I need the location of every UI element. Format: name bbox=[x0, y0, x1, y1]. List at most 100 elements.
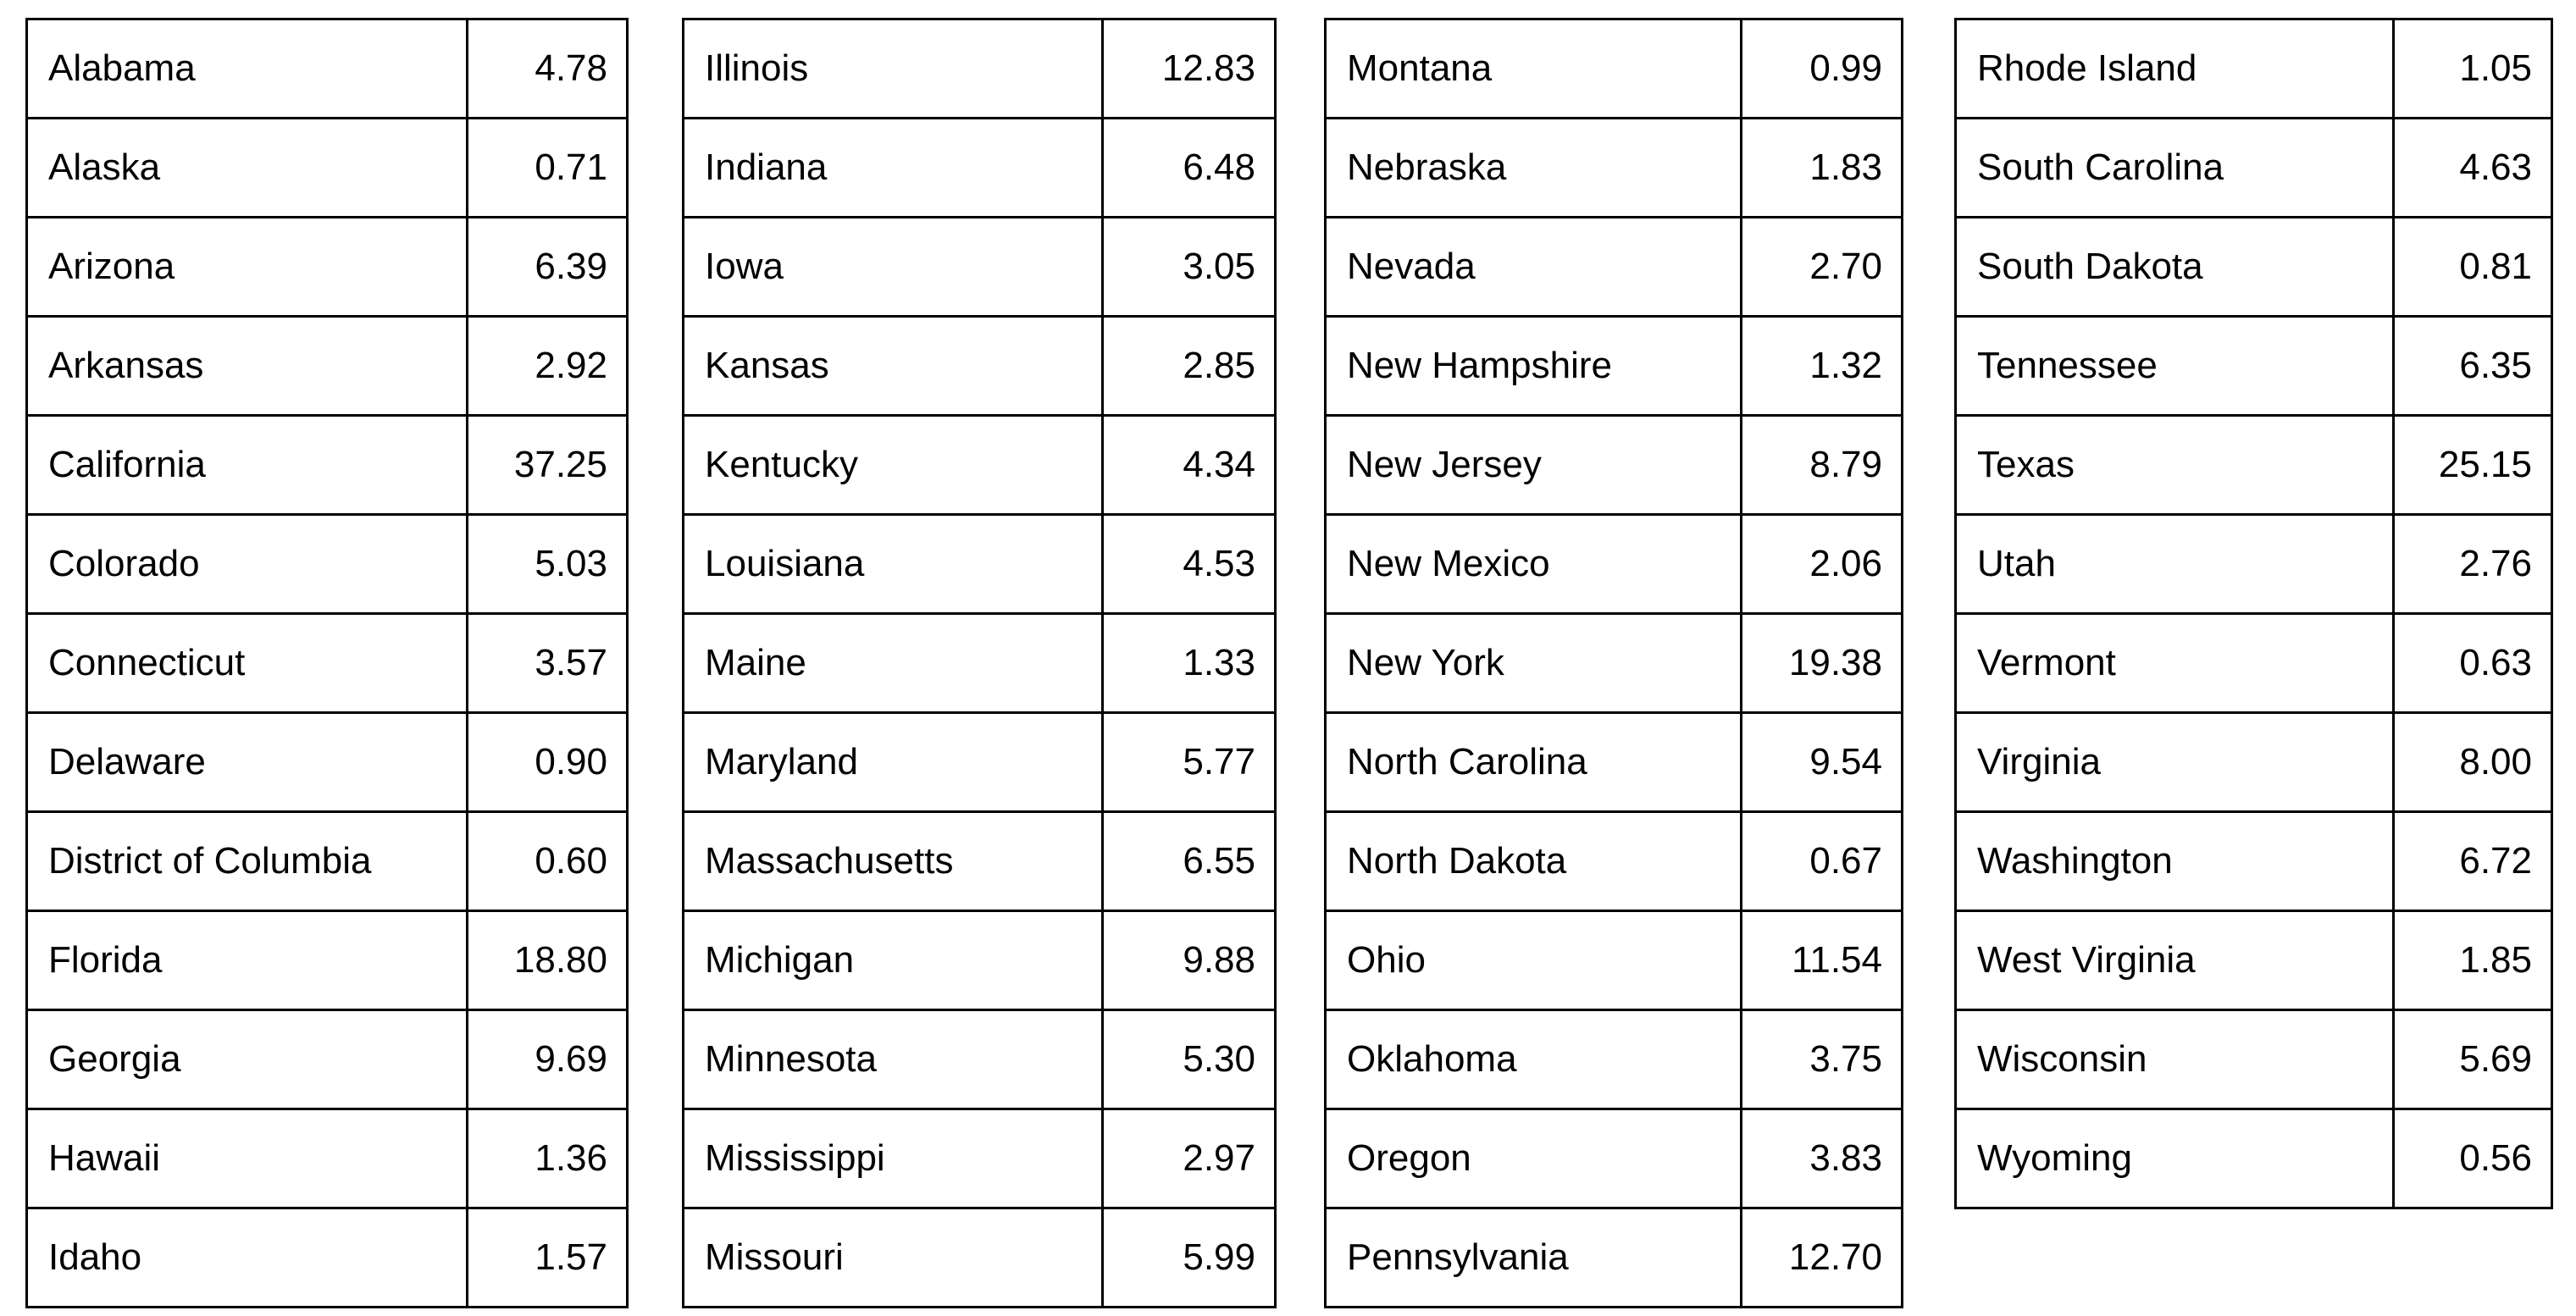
state-value-cell: 11.54 bbox=[1740, 910, 1903, 1011]
table-row: New Jersey 8.79 bbox=[1324, 414, 1903, 516]
table-row: Missouri 5.99 bbox=[682, 1207, 1277, 1308]
state-value-cell: 3.57 bbox=[466, 612, 629, 714]
state-name-cell: Virginia bbox=[1954, 711, 2395, 813]
state-name-cell: Kansas bbox=[682, 315, 1104, 417]
state-value-cell: 6.55 bbox=[1101, 810, 1277, 912]
state-name-cell: South Dakota bbox=[1954, 216, 2395, 318]
state-value-cell: 3.83 bbox=[1740, 1108, 1903, 1209]
state-name-cell: North Carolina bbox=[1324, 711, 1742, 813]
table-row: New Mexico 2.06 bbox=[1324, 513, 1903, 615]
table-row: Florida 18.80 bbox=[25, 910, 629, 1011]
table-row: Nebraska 1.83 bbox=[1324, 117, 1903, 218]
state-name-cell: Vermont bbox=[1954, 612, 2395, 714]
table-row: Tennessee 6.35 bbox=[1954, 315, 2553, 417]
state-name-cell: West Virginia bbox=[1954, 910, 2395, 1011]
table-row: Maine 1.33 bbox=[682, 612, 1277, 714]
state-name-cell: Maryland bbox=[682, 711, 1104, 813]
state-value-cell: 19.38 bbox=[1740, 612, 1903, 714]
table-row: Alabama 4.78 bbox=[25, 18, 629, 119]
table-row: New Hampshire 1.32 bbox=[1324, 315, 1903, 417]
table-row: Nevada 2.70 bbox=[1324, 216, 1903, 318]
table-row: South Carolina 4.63 bbox=[1954, 117, 2553, 218]
state-name-cell: Washington bbox=[1954, 810, 2395, 912]
state-value-cell: 1.85 bbox=[2392, 910, 2553, 1011]
state-value-cell: 0.99 bbox=[1740, 18, 1903, 119]
table-row: Iowa 3.05 bbox=[682, 216, 1277, 318]
table-row: Massachusetts 6.55 bbox=[682, 810, 1277, 912]
state-value-cell: 5.03 bbox=[466, 513, 629, 615]
state-value-cell: 6.35 bbox=[2392, 315, 2553, 417]
state-value-cell: 2.70 bbox=[1740, 216, 1903, 318]
state-name-cell: Alaska bbox=[25, 117, 468, 218]
state-name-cell: Idaho bbox=[25, 1207, 468, 1308]
state-name-cell: Indiana bbox=[682, 117, 1104, 218]
state-value-cell: 9.69 bbox=[466, 1009, 629, 1110]
state-value-cell: 2.92 bbox=[466, 315, 629, 417]
state-value-cell: 0.81 bbox=[2392, 216, 2553, 318]
state-table-2: Illinois 12.83 Indiana 6.48 Iowa 3.05 Kansas 2.… bbox=[682, 18, 1277, 1308]
state-value-cell: 0.67 bbox=[1740, 810, 1903, 912]
state-name-cell: Minnesota bbox=[682, 1009, 1104, 1110]
table-row: Oklahoma 3.75 bbox=[1324, 1009, 1903, 1110]
state-value-cell: 4.53 bbox=[1101, 513, 1277, 615]
state-name-cell: Nebraska bbox=[1324, 117, 1742, 218]
state-value-cell: 2.76 bbox=[2392, 513, 2553, 615]
state-value-cell: 4.63 bbox=[2392, 117, 2553, 218]
state-value-cell: 5.69 bbox=[2392, 1009, 2553, 1110]
state-table-2-body: Illinois 12.83 Indiana 6.48 Iowa 3.05 Kansas 2.… bbox=[682, 18, 1277, 1308]
table-row: Arizona 6.39 bbox=[25, 216, 629, 318]
state-name-cell: Arkansas bbox=[25, 315, 468, 417]
table-row: Georgia 9.69 bbox=[25, 1009, 629, 1110]
table-row: Wisconsin 5.69 bbox=[1954, 1009, 2553, 1110]
state-value-cell: 2.06 bbox=[1740, 513, 1903, 615]
state-table-4: Rhode Island 1.05 South Carolina 4.63 South … bbox=[1954, 18, 2553, 1209]
table-row: Kentucky 4.34 bbox=[682, 414, 1277, 516]
table-row: Delaware 0.90 bbox=[25, 711, 629, 813]
table-row: New York 19.38 bbox=[1324, 612, 1903, 714]
table-row: Maryland 5.77 bbox=[682, 711, 1277, 813]
state-name-cell: Louisiana bbox=[682, 513, 1104, 615]
table-row: Illinois 12.83 bbox=[682, 18, 1277, 119]
table-row: Vermont 0.63 bbox=[1954, 612, 2553, 714]
state-value-cell: 1.57 bbox=[466, 1207, 629, 1308]
state-value-cell: 6.48 bbox=[1101, 117, 1277, 218]
state-table-3-body: Montana 0.99 Nebraska 1.83 Nevada 2.70 New Ham… bbox=[1324, 18, 1903, 1308]
state-name-cell: Kentucky bbox=[682, 414, 1104, 516]
table-row: West Virginia 1.85 bbox=[1954, 910, 2553, 1011]
state-value-cell: 5.99 bbox=[1101, 1207, 1277, 1308]
state-name-cell: Mississippi bbox=[682, 1108, 1104, 1209]
state-value-cell: 8.79 bbox=[1740, 414, 1903, 516]
table-row: Ohio 11.54 bbox=[1324, 910, 1903, 1011]
state-value-cell: 12.70 bbox=[1740, 1207, 1903, 1308]
state-name-cell: Illinois bbox=[682, 18, 1104, 119]
state-name-cell: New Jersey bbox=[1324, 414, 1742, 516]
table-row: Washington 6.72 bbox=[1954, 810, 2553, 912]
state-name-cell: Rhode Island bbox=[1954, 18, 2395, 119]
state-value-cell: 0.56 bbox=[2392, 1108, 2553, 1209]
table-row: Montana 0.99 bbox=[1324, 18, 1903, 119]
table-row: Louisiana 4.53 bbox=[682, 513, 1277, 615]
state-value-cell: 2.85 bbox=[1101, 315, 1277, 417]
state-value-cell: 0.63 bbox=[2392, 612, 2553, 714]
state-value-cell: 18.80 bbox=[466, 910, 629, 1011]
state-name-cell: Utah bbox=[1954, 513, 2395, 615]
state-table-4-body: Rhode Island 1.05 South Carolina 4.63 South … bbox=[1954, 18, 2553, 1209]
state-name-cell: Ohio bbox=[1324, 910, 1742, 1011]
table-row: Wyoming 0.56 bbox=[1954, 1108, 2553, 1209]
table-row: Pennsylvania 12.70 bbox=[1324, 1207, 1903, 1308]
state-name-cell: Colorado bbox=[25, 513, 468, 615]
table-row: Alaska 0.71 bbox=[25, 117, 629, 218]
state-name-cell: South Carolina bbox=[1954, 117, 2395, 218]
state-value-cell: 0.60 bbox=[466, 810, 629, 912]
state-name-cell: Connecticut bbox=[25, 612, 468, 714]
table-row: Colorado 5.03 bbox=[25, 513, 629, 615]
state-name-cell: North Dakota bbox=[1324, 810, 1742, 912]
state-name-cell: Iowa bbox=[682, 216, 1104, 318]
state-value-cell: 3.75 bbox=[1740, 1009, 1903, 1110]
state-name-cell: California bbox=[25, 414, 468, 516]
state-name-cell: Missouri bbox=[682, 1207, 1104, 1308]
table-row: Hawaii 1.36 bbox=[25, 1108, 629, 1209]
state-table-3: Montana 0.99 Nebraska 1.83 Nevada 2.70 New Ham… bbox=[1324, 18, 1903, 1308]
state-value-cell: 1.83 bbox=[1740, 117, 1903, 218]
